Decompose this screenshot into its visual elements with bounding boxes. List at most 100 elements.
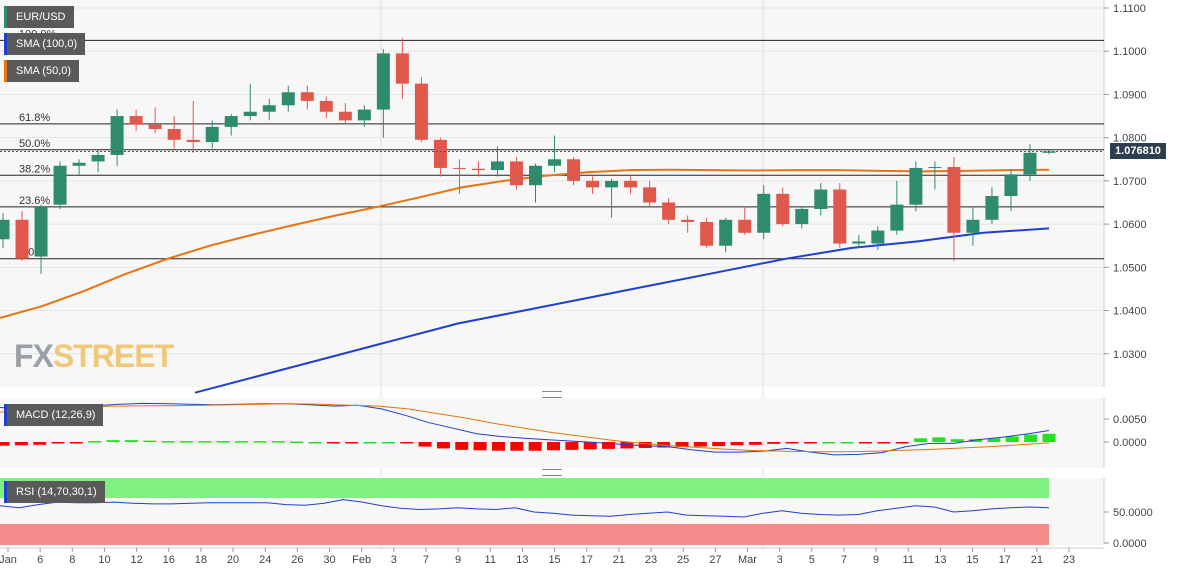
macd-y-tick-label: 0.0050 bbox=[1113, 414, 1147, 426]
x-tick-label: 15 bbox=[966, 554, 978, 566]
candle-body bbox=[300, 92, 314, 101]
rsi-y-tick-label: 0.0000 bbox=[1113, 538, 1147, 550]
macd-histogram-bar bbox=[198, 441, 212, 443]
rsi-line bbox=[0, 499, 1050, 518]
macd-histogram-bar bbox=[161, 441, 175, 443]
x-tick-label: 18 bbox=[195, 554, 207, 566]
x-tick-label: 7 bbox=[841, 554, 847, 566]
moving-averages bbox=[0, 168, 1050, 394]
x-tick-label: 9 bbox=[455, 554, 461, 566]
candle-body bbox=[757, 193, 771, 233]
last-price-tag: 1.076810 bbox=[1110, 143, 1166, 159]
macd-line bbox=[0, 402, 1050, 456]
fxstreet-watermark: FXSTREET bbox=[14, 338, 174, 375]
watermark-fx: FX bbox=[14, 338, 54, 374]
x-tick-label: 30 bbox=[323, 554, 335, 566]
macd-histogram-bar bbox=[381, 442, 395, 444]
candle-body bbox=[0, 219, 10, 240]
x-tick-label: 21 bbox=[613, 554, 625, 566]
candle-body bbox=[129, 116, 143, 125]
main-y-tick-label: 1.0900 bbox=[1113, 89, 1147, 101]
candle-body bbox=[186, 139, 200, 142]
macd-histogram-bar bbox=[345, 442, 359, 444]
macd-histogram-bar bbox=[748, 442, 762, 445]
macd-histogram-bar bbox=[1024, 434, 1038, 442]
macd-histogram bbox=[0, 433, 1056, 451]
candle-body bbox=[376, 53, 390, 110]
macd-histogram-bar bbox=[0, 442, 10, 446]
candle-body bbox=[205, 126, 219, 142]
macd-histogram-bar bbox=[693, 442, 707, 447]
macd-histogram-bar bbox=[69, 442, 83, 444]
macd-histogram-bar bbox=[914, 438, 928, 442]
macd-resize-handle[interactable] bbox=[542, 391, 562, 398]
candle-body bbox=[72, 162, 86, 166]
macd-histogram-bar bbox=[730, 442, 744, 446]
legend-macd-swatch bbox=[4, 404, 7, 426]
macd-histogram-bar bbox=[950, 439, 964, 442]
legend-sma100[interactable]: SMA (100,0) bbox=[4, 33, 86, 55]
macd-histogram-bar bbox=[216, 441, 230, 443]
candle-body bbox=[509, 161, 523, 186]
legend-sma50[interactable]: SMA (50,0) bbox=[4, 60, 80, 82]
candle-body bbox=[814, 189, 828, 209]
macd-histogram-bar bbox=[583, 442, 597, 450]
candle-body bbox=[1004, 174, 1018, 197]
x-tick-label: 6 bbox=[37, 554, 43, 566]
x-tick-label: 24 bbox=[259, 554, 271, 566]
legend-symbol[interactable]: EUR/USD bbox=[4, 6, 74, 28]
candle-body bbox=[643, 187, 657, 203]
candle-body bbox=[15, 219, 29, 259]
main-y-tick-label: 1.1000 bbox=[1113, 46, 1147, 58]
main-y-tick-label: 1.0800 bbox=[1113, 133, 1147, 145]
candle-body bbox=[319, 100, 333, 112]
macd-histogram-bar bbox=[51, 442, 65, 444]
legend-rsi-swatch bbox=[4, 481, 7, 503]
candle-body bbox=[357, 109, 371, 121]
candles bbox=[0, 38, 1056, 274]
x-tick-label: 26 bbox=[291, 554, 303, 566]
macd-histogram-bar bbox=[987, 438, 1001, 442]
legend-macd[interactable]: MACD (12,26,9) bbox=[4, 404, 104, 426]
fib-level-label: 38.2% bbox=[19, 163, 50, 175]
rsi-resize-handle[interactable] bbox=[542, 469, 562, 476]
macd-histogram-bar bbox=[858, 442, 872, 444]
sma100-line bbox=[194, 227, 1050, 394]
rsi-oversold-zone bbox=[0, 524, 1049, 545]
legend-sma50-swatch bbox=[4, 60, 7, 82]
rsi-y-tick-label: 50.0000 bbox=[1113, 507, 1153, 519]
macd-histogram-bar bbox=[932, 437, 946, 442]
candle-body bbox=[224, 116, 238, 127]
candle-body bbox=[490, 161, 504, 171]
x-tick-label: 11 bbox=[485, 554, 496, 566]
candle-body bbox=[719, 219, 733, 246]
x-tick-label: 16 bbox=[163, 554, 175, 566]
legend-symbol-swatch bbox=[4, 6, 7, 28]
x-tick-label: 3 bbox=[777, 554, 783, 566]
candle-body bbox=[262, 105, 276, 112]
macd-histogram-bar bbox=[565, 442, 579, 450]
macd-histogram-bar bbox=[510, 442, 524, 451]
x-tick-label: 5 bbox=[809, 554, 815, 566]
candle-body bbox=[548, 159, 562, 166]
legend-rsi[interactable]: RSI (14,70,30,1) bbox=[4, 481, 105, 503]
candle-body bbox=[947, 167, 961, 233]
candle-body bbox=[281, 92, 295, 106]
macd-histogram-bar bbox=[308, 442, 322, 444]
sma50-line bbox=[0, 168, 1050, 319]
legend-sma50-label: SMA (50,0) bbox=[16, 65, 72, 77]
main-plot-area bbox=[0, 0, 1104, 387]
x-tick-label: 13 bbox=[516, 554, 528, 566]
candle-body bbox=[53, 165, 67, 205]
rsi-y-axis: 50.0000 0.0000 bbox=[1104, 507, 1153, 550]
candle-body bbox=[605, 180, 619, 188]
candle-body bbox=[567, 159, 581, 181]
candle-body bbox=[966, 219, 980, 233]
macd-histogram-bar bbox=[675, 442, 689, 448]
main-y-tick-label: 1.0600 bbox=[1113, 219, 1147, 231]
candle-body bbox=[795, 208, 809, 225]
candle-body bbox=[776, 193, 790, 225]
candle-body bbox=[148, 124, 162, 130]
macd-histogram-bar bbox=[877, 442, 891, 444]
candle-body bbox=[34, 206, 48, 257]
